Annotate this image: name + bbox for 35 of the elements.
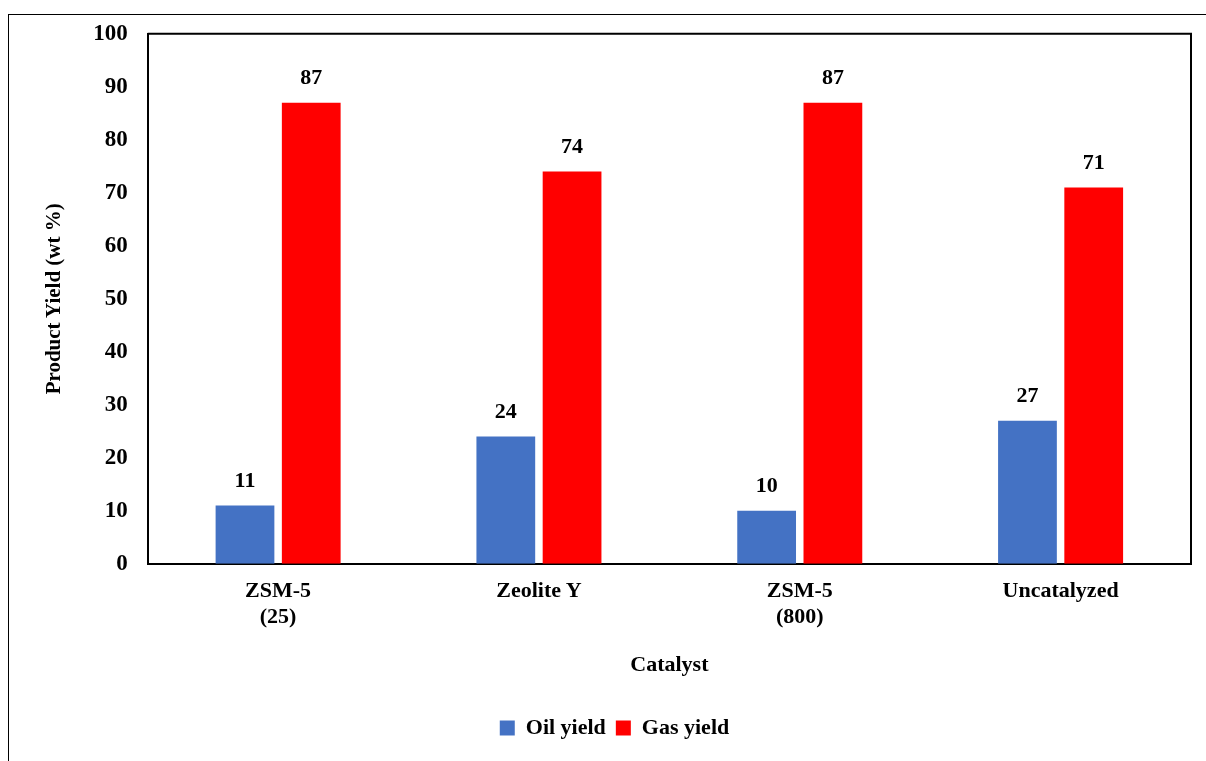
legend-label: Gas yield <box>641 713 730 739</box>
bar <box>281 102 341 564</box>
data-label: 71 <box>1082 149 1105 175</box>
y-tick-label: 30 <box>104 390 128 416</box>
x-tick-label: ZSM-5 (25) <box>245 576 312 629</box>
data-label: 74 <box>561 133 584 159</box>
x-tick-label: Uncatalyzed <box>1002 576 1119 602</box>
data-label: 27 <box>1016 382 1039 408</box>
bar <box>803 102 863 564</box>
y-axis-title: Product Yield (wt %) <box>41 203 66 395</box>
y-tick-label: 70 <box>104 178 128 204</box>
y-tick-label: 40 <box>104 337 128 363</box>
data-label: 10 <box>755 472 778 498</box>
y-tick-label: 50 <box>104 284 128 310</box>
bar <box>476 436 536 564</box>
data-label: 24 <box>494 398 517 424</box>
x-tick-label: ZSM-5 (800) <box>766 576 833 629</box>
legend-label: Oil yield <box>525 713 606 739</box>
data-label: 87 <box>821 64 844 90</box>
bar <box>215 505 275 564</box>
y-tick-label: 90 <box>104 72 128 98</box>
data-label: 11 <box>234 467 256 493</box>
bar <box>1064 187 1124 564</box>
bar <box>737 510 797 564</box>
x-tick-label: Zeolite Y <box>496 576 582 602</box>
bar <box>542 171 602 564</box>
y-tick-label: 80 <box>104 125 128 151</box>
y-tick-label: 100 <box>93 19 128 45</box>
y-tick-label: 0 <box>116 549 128 575</box>
bar <box>998 420 1057 564</box>
x-axis-title: Catalyst <box>630 651 710 677</box>
y-tick-label: 20 <box>104 443 128 469</box>
y-tick-label: 10 <box>104 496 128 522</box>
data-label: 87 <box>300 64 323 90</box>
y-tick-label: 60 <box>104 231 128 257</box>
